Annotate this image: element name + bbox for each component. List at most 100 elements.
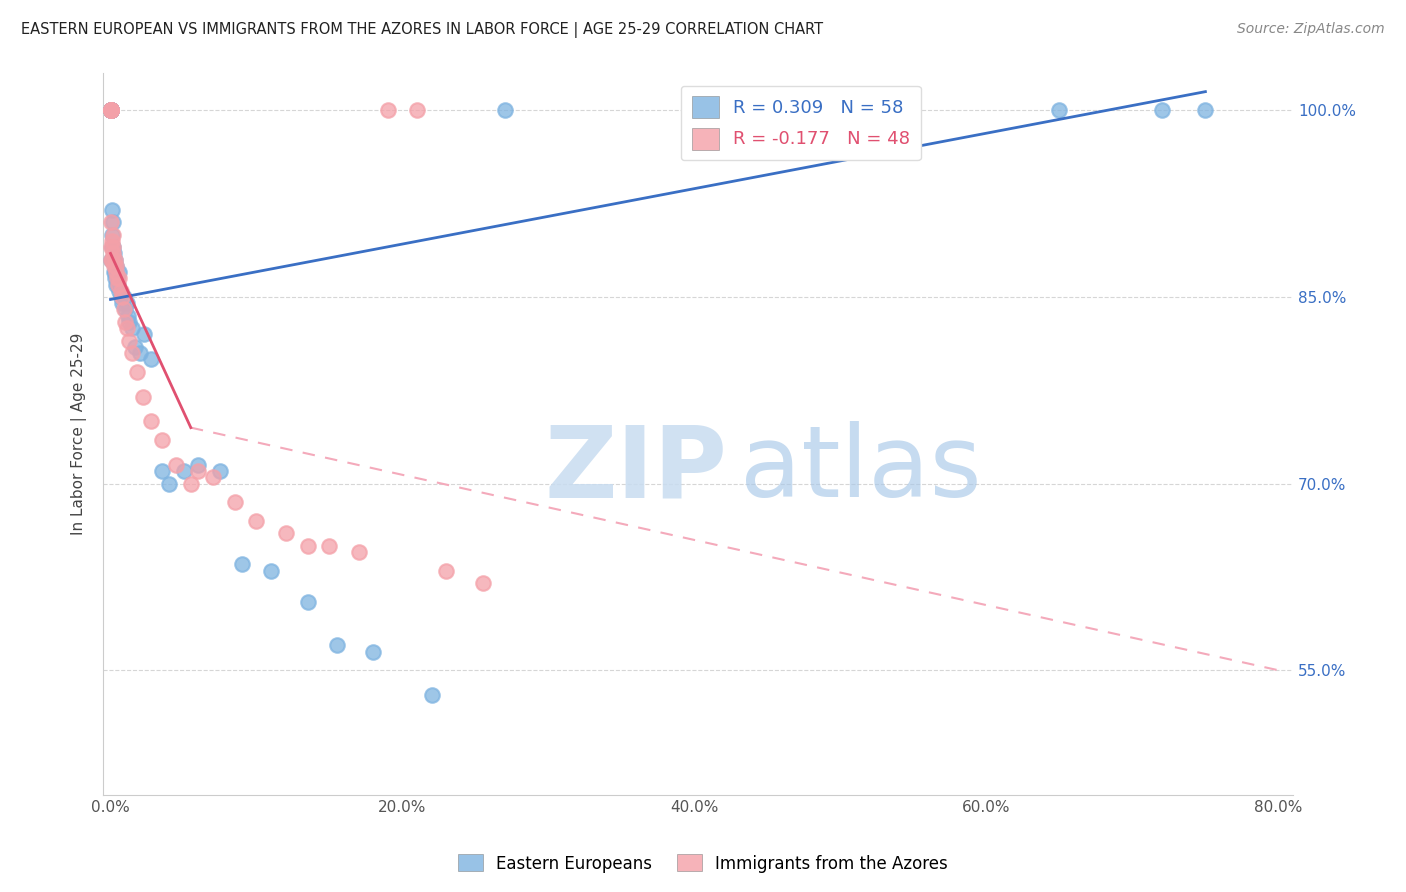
- Legend: Eastern Europeans, Immigrants from the Azores: Eastern Europeans, Immigrants from the A…: [451, 847, 955, 880]
- Point: [107, 277, 129, 292]
- Point: [361, 644, 384, 658]
- Point: [420, 688, 443, 702]
- Point: [100, 103, 122, 118]
- Point: [326, 639, 349, 653]
- Point: [224, 495, 246, 509]
- Point: [377, 103, 399, 118]
- Point: [318, 539, 340, 553]
- Point: [117, 309, 139, 323]
- Point: [105, 277, 128, 292]
- Legend: R = 0.309   N = 58, R = -0.177   N = 48: R = 0.309 N = 58, R = -0.177 N = 48: [681, 86, 921, 161]
- Point: [100, 103, 122, 118]
- Point: [100, 234, 122, 248]
- Point: [494, 103, 516, 118]
- Point: [101, 202, 124, 217]
- Point: [245, 514, 267, 528]
- Point: [471, 576, 494, 591]
- Point: [103, 240, 125, 254]
- Point: [124, 340, 146, 354]
- Point: [107, 265, 129, 279]
- Point: [125, 365, 148, 379]
- Point: [105, 259, 128, 273]
- Point: [104, 265, 127, 279]
- Point: [114, 302, 136, 317]
- Point: [100, 103, 122, 118]
- Point: [121, 346, 143, 360]
- Point: [131, 390, 153, 404]
- Point: [100, 103, 122, 118]
- Point: [347, 545, 370, 559]
- Point: [115, 296, 138, 310]
- Point: [101, 246, 124, 260]
- Point: [150, 464, 173, 478]
- Point: [105, 271, 128, 285]
- Text: atlas: atlas: [740, 421, 981, 518]
- Point: [231, 558, 253, 572]
- Point: [104, 265, 127, 279]
- Point: [100, 103, 122, 118]
- Point: [100, 252, 122, 267]
- Point: [100, 103, 122, 118]
- Point: [100, 103, 122, 118]
- Point: [100, 215, 122, 229]
- Point: [100, 103, 122, 118]
- Point: [111, 290, 134, 304]
- Point: [108, 271, 131, 285]
- Point: [101, 252, 124, 267]
- Point: [100, 103, 122, 118]
- Point: [132, 327, 155, 342]
- Point: [100, 103, 122, 118]
- Point: [107, 277, 129, 292]
- Point: [903, 103, 925, 118]
- Point: [101, 227, 124, 242]
- Point: [101, 252, 124, 267]
- Point: [103, 246, 125, 260]
- Point: [108, 284, 131, 298]
- Point: [101, 240, 124, 254]
- Point: [297, 595, 319, 609]
- Text: ZIP: ZIP: [546, 421, 728, 518]
- Point: [406, 103, 429, 118]
- Point: [434, 564, 457, 578]
- Point: [187, 458, 209, 472]
- Point: [101, 215, 124, 229]
- Point: [1150, 103, 1173, 118]
- Point: [103, 259, 125, 273]
- Point: [100, 240, 122, 254]
- Point: [104, 252, 127, 267]
- Point: [100, 103, 122, 118]
- Point: [100, 103, 122, 118]
- Point: [128, 346, 150, 360]
- Point: [115, 321, 138, 335]
- Point: [1194, 103, 1216, 118]
- Point: [100, 103, 122, 118]
- Point: [104, 252, 127, 267]
- Point: [105, 271, 128, 285]
- Point: [118, 315, 141, 329]
- Point: [208, 464, 231, 478]
- Text: Source: ZipAtlas.com: Source: ZipAtlas.com: [1237, 22, 1385, 37]
- Point: [110, 284, 132, 298]
- Point: [100, 103, 122, 118]
- Point: [100, 103, 122, 118]
- Point: [100, 103, 122, 118]
- Point: [103, 265, 125, 279]
- Point: [121, 321, 143, 335]
- Point: [100, 103, 122, 118]
- Point: [100, 227, 122, 242]
- Point: [104, 265, 127, 279]
- Point: [141, 414, 163, 428]
- Point: [100, 103, 122, 118]
- Point: [118, 334, 141, 348]
- Point: [104, 271, 127, 285]
- Point: [100, 252, 122, 267]
- Point: [165, 458, 187, 472]
- Point: [274, 526, 297, 541]
- Point: [187, 464, 209, 478]
- Point: [111, 296, 134, 310]
- Point: [141, 352, 163, 367]
- Point: [297, 539, 319, 553]
- Point: [100, 103, 122, 118]
- Y-axis label: In Labor Force | Age 25-29: In Labor Force | Age 25-29: [72, 333, 87, 535]
- Point: [173, 464, 195, 478]
